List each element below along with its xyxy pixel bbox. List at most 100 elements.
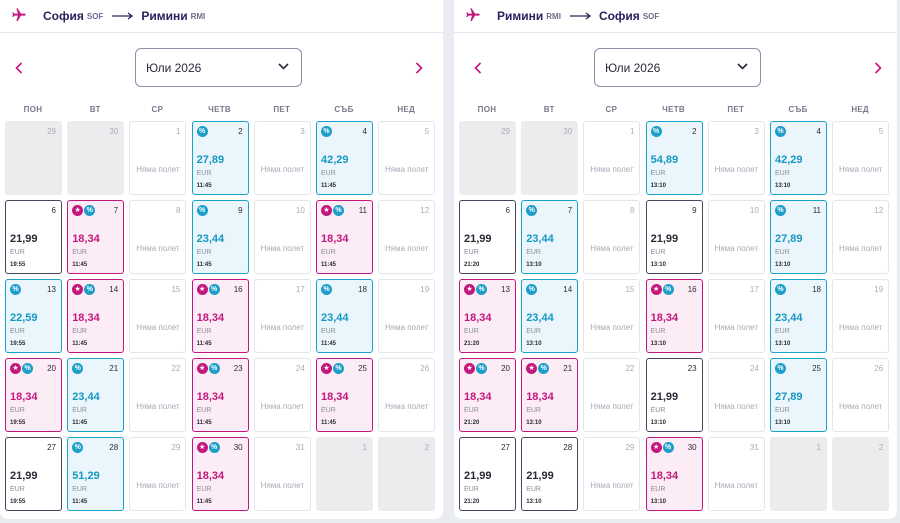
day-number: 9 — [238, 206, 243, 215]
currency-label: EUR — [526, 407, 541, 414]
currency-label: EUR — [10, 249, 25, 256]
currency-label: EUR — [464, 328, 479, 335]
percent-badge-icon: % — [526, 205, 538, 216]
no-flight-label: Няма полет — [384, 244, 429, 253]
day-number: 24 — [749, 364, 759, 373]
calendar-day-flight[interactable]: 11 ★% 18,34 EUR 11:45 — [316, 200, 373, 274]
calendar-day-flight[interactable]: 21% 23,44 EUR 11:45 — [67, 358, 125, 432]
calendar-day-flight[interactable]: 27 21,99 EUR 21:20 — [459, 437, 516, 511]
weekday-label: ЧЕТВ — [662, 105, 685, 114]
calendar-day-flight[interactable]: 4% 42,29 EUR 13:10 — [770, 121, 827, 195]
day-number: 15 — [625, 285, 635, 294]
calendar-day-flight[interactable]: 6 21,99 EUR 19:55 — [5, 200, 62, 274]
calendar-day-flight[interactable]: 4% 42,29 EUR 11:45 — [316, 121, 373, 195]
percent-badge-icon: % — [10, 284, 21, 295]
next-month-button[interactable] — [407, 56, 431, 80]
fare-badges: % — [526, 284, 538, 295]
star-badge-icon: ★ — [321, 205, 332, 216]
departure-time: 11:45 — [321, 420, 337, 426]
day-number: 27 — [47, 443, 56, 452]
currency-label: EUR — [526, 486, 541, 493]
fare-price: 23,44 — [321, 312, 349, 324]
day-number: 17 — [749, 285, 759, 294]
calendar-day-no-flight: 24 Няма полет — [707, 358, 765, 432]
calendar-day-flight[interactable]: 21 ★% 18,34 EUR 13:10 — [521, 358, 579, 432]
calendar-day-no-flight: 5 Няма полет — [832, 121, 890, 195]
calendar-day-flight[interactable]: 14% 23,44 EUR 13:10 — [521, 279, 579, 353]
calendar-day-flight[interactable]: 2% 27,89 EUR 11:45 — [191, 121, 249, 195]
calendar-day-flight[interactable]: 2% 54,89 EUR 13:10 — [645, 121, 703, 195]
departure-time: 11:45 — [196, 420, 212, 426]
calendar-day-flight[interactable]: 30 ★% 18,34 EUR 13:10 — [645, 437, 703, 511]
departure-time: 11:45 — [321, 341, 337, 347]
calendar-day-flight[interactable]: 6 21,99 EUR 21:20 — [459, 200, 516, 274]
departure-time: 21:20 — [464, 262, 480, 268]
day-number: 30 — [109, 127, 119, 136]
calendar-day-flight[interactable]: 23 ★% 18,34 EUR 11:45 — [191, 358, 249, 432]
month-select[interactable]: Юли 2026 — [135, 48, 302, 87]
currency-label: EUR — [10, 407, 25, 414]
month-select[interactable]: Юли 2026 — [594, 48, 761, 87]
prev-month-button[interactable] — [466, 56, 490, 80]
currency-label: EUR — [321, 407, 336, 414]
departure-time: 19:55 — [10, 420, 26, 426]
no-flight-label: Няма полет — [838, 402, 883, 411]
no-flight-label: Няма полет — [136, 165, 180, 174]
calendar-day-flight[interactable]: 20 ★% 18,34 EUR 21:20 — [459, 358, 516, 432]
percent-badge-icon: % — [662, 442, 674, 453]
chevron-left-icon — [15, 62, 23, 74]
currency-label: EUR — [321, 328, 336, 335]
percent-badge-icon: % — [538, 363, 550, 374]
calendar-day-flight[interactable]: 23 21,99 EUR 13:10 — [645, 358, 703, 432]
chevron-down-icon — [737, 63, 748, 70]
day-number: 2 — [692, 127, 697, 136]
calendar-day-flight[interactable]: 13% 22,59 EUR 19:55 — [5, 279, 62, 353]
departure-time: 13:10 — [650, 499, 666, 505]
calendar-day-no-flight: 12 Няма полет — [378, 200, 436, 274]
calendar-day-flight[interactable]: 28% 51,29 EUR 11:45 — [67, 437, 125, 511]
percent-badge-icon: % — [208, 284, 220, 295]
calendar-day-flight[interactable]: 18% 23,44 EUR 11:45 — [316, 279, 373, 353]
day-number: 13 — [501, 285, 510, 294]
no-flight-label: Няма полет — [590, 165, 634, 174]
calendar-day-flight[interactable]: 14 ★% 18,34 EUR 11:45 — [67, 279, 125, 353]
calendar-day-flight[interactable]: 9 21,99 EUR 13:10 — [645, 200, 703, 274]
fare-price: 21,99 — [464, 233, 492, 245]
calendar-day-flight[interactable]: 16 ★% 18,34 EUR 13:10 — [645, 279, 703, 353]
day-number: 15 — [171, 285, 181, 294]
day-number: 7 — [567, 206, 573, 215]
calendar-day-flight[interactable]: 28 21,99 EUR 13:10 — [521, 437, 579, 511]
fare-price: 23,44 — [196, 233, 225, 245]
calendar-day-flight[interactable]: 13 ★% 18,34 EUR 21:20 — [459, 279, 516, 353]
day-number: 10 — [295, 206, 305, 215]
percent-badge-icon: % — [775, 205, 786, 216]
currency-label: EUR — [775, 407, 790, 414]
calendar-day-flight[interactable]: 7 ★% 18,34 EUR 11:45 — [67, 200, 125, 274]
calendar-day-flight[interactable]: 20 ★% 18,34 EUR 19:55 — [5, 358, 62, 432]
calendar-day-flight[interactable]: 7% 23,44 EUR 13:10 — [521, 200, 579, 274]
prev-month-button[interactable] — [7, 56, 31, 80]
fare-badges: % — [72, 363, 84, 374]
calendar-day-flight[interactable]: 25% 27,89 EUR 13:10 — [770, 358, 827, 432]
day-number: 1 — [816, 443, 821, 452]
fare-price: 27,89 — [775, 233, 803, 245]
departure-time: 19:55 — [10, 341, 26, 347]
departure-time: 13:10 — [650, 183, 666, 189]
percent-badge-icon: % — [662, 284, 674, 295]
next-month-button[interactable] — [866, 56, 890, 80]
no-flight-label: Няма полет — [260, 165, 304, 174]
weekday-label: ПОН — [23, 105, 43, 114]
no-flight-label: Няма полет — [260, 323, 304, 332]
calendar-day-flight[interactable]: 16 ★% 18,34 EUR 11:45 — [191, 279, 249, 353]
calendar-day-flight[interactable]: 9% 23,44 EUR 11:45 — [191, 200, 249, 274]
calendar-day-no-flight: 31 Няма полет — [253, 437, 311, 511]
day-number: 18 — [358, 285, 367, 294]
month-value: Юли 2026 — [605, 60, 661, 75]
calendar-day-flight[interactable]: 11% 27,89 EUR 13:10 — [770, 200, 827, 274]
calendar-day-flight[interactable]: 27 21,99 EUR 19:55 — [5, 437, 62, 511]
calendar-day-flight[interactable]: 25 ★% 18,34 EUR 11:45 — [316, 358, 373, 432]
fare-badges: ★% — [650, 442, 674, 453]
calendar-day-flight[interactable]: 18% 23,44 EUR 13:10 — [770, 279, 827, 353]
day-number: 8 — [175, 206, 181, 215]
calendar-day-flight[interactable]: 30 ★% 18,34 EUR 11:45 — [191, 437, 249, 511]
